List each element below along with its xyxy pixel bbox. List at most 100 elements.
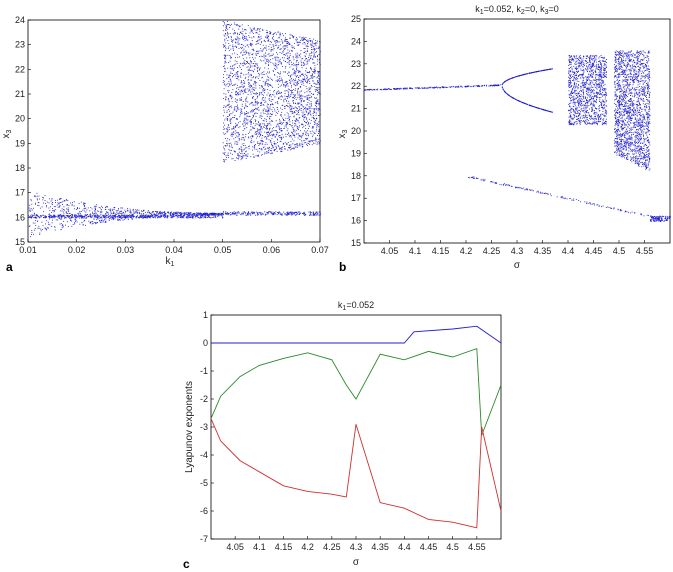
b-point bbox=[464, 86, 466, 88]
a-point bbox=[29, 225, 31, 227]
a-point bbox=[290, 135, 292, 137]
a-point bbox=[310, 51, 312, 53]
a-point bbox=[286, 42, 288, 44]
a-point bbox=[155, 214, 157, 216]
a-point bbox=[288, 63, 290, 65]
a-point bbox=[55, 216, 57, 218]
a-point bbox=[257, 96, 259, 98]
a-point bbox=[118, 214, 120, 216]
a-point bbox=[180, 213, 181, 215]
a-point bbox=[306, 82, 308, 84]
a-point bbox=[58, 214, 60, 216]
a-point bbox=[50, 216, 52, 218]
a-point bbox=[300, 94, 302, 96]
a-point bbox=[49, 216, 51, 218]
a-point bbox=[227, 124, 229, 126]
a-point bbox=[307, 101, 309, 103]
a-point bbox=[289, 108, 291, 110]
a-point bbox=[214, 216, 216, 218]
a-point bbox=[58, 203, 60, 205]
b-point bbox=[497, 85, 499, 86]
a-point bbox=[235, 212, 237, 214]
a-point bbox=[254, 93, 256, 95]
a-point bbox=[280, 48, 282, 50]
a-point bbox=[272, 128, 274, 130]
a-point bbox=[283, 84, 284, 85]
a-point bbox=[108, 214, 110, 216]
a-point bbox=[40, 228, 42, 230]
a-point bbox=[295, 96, 297, 98]
a-point bbox=[93, 206, 95, 208]
a-point bbox=[313, 112, 315, 114]
a-point bbox=[114, 207, 116, 208]
a-point bbox=[232, 132, 234, 134]
a-point bbox=[150, 215, 152, 217]
a-point bbox=[233, 84, 235, 85]
a-point bbox=[249, 85, 251, 87]
a-point bbox=[292, 128, 294, 130]
a-point bbox=[227, 143, 229, 145]
a-point bbox=[65, 208, 67, 210]
b-point bbox=[379, 89, 381, 91]
a-point bbox=[75, 214, 77, 216]
a-point bbox=[231, 91, 233, 93]
a-point bbox=[177, 215, 179, 217]
a-point bbox=[248, 68, 250, 70]
a-point bbox=[310, 140, 312, 142]
a-point bbox=[246, 52, 248, 54]
a-point bbox=[261, 212, 263, 214]
a-point bbox=[199, 212, 201, 214]
a-point bbox=[96, 213, 98, 215]
a-point bbox=[31, 203, 33, 205]
a-point bbox=[48, 207, 50, 209]
a-point bbox=[265, 63, 267, 65]
a-point bbox=[177, 212, 179, 214]
b-point bbox=[419, 87, 420, 89]
a-point bbox=[285, 117, 287, 119]
a-point bbox=[223, 80, 225, 81]
a-point bbox=[263, 39, 265, 41]
a-point bbox=[74, 214, 76, 215]
a-point bbox=[273, 70, 274, 72]
a-point bbox=[282, 104, 284, 106]
a-point bbox=[106, 215, 108, 216]
a-point bbox=[178, 212, 180, 214]
a-point bbox=[225, 46, 227, 48]
a-point bbox=[293, 103, 295, 105]
a-point bbox=[291, 138, 293, 140]
a-point bbox=[274, 45, 276, 46]
a-point bbox=[243, 212, 244, 214]
a-point bbox=[73, 216, 75, 218]
a-point bbox=[238, 75, 240, 77]
a-point bbox=[229, 27, 231, 28]
a-point bbox=[223, 213, 224, 215]
a-point bbox=[305, 110, 307, 112]
a-point bbox=[305, 124, 307, 126]
a-point bbox=[288, 56, 290, 58]
a-point bbox=[221, 214, 223, 216]
a-point bbox=[271, 150, 272, 152]
a-point bbox=[81, 217, 83, 219]
a-point bbox=[110, 217, 112, 219]
a-point bbox=[91, 223, 93, 225]
b-point bbox=[387, 88, 389, 90]
a-point bbox=[305, 132, 307, 134]
a-point bbox=[302, 39, 304, 41]
a-point bbox=[240, 63, 242, 65]
a-point bbox=[318, 135, 320, 137]
a-point bbox=[304, 78, 306, 80]
a-point bbox=[202, 217, 204, 219]
a-point bbox=[303, 38, 304, 40]
a-point bbox=[258, 42, 260, 44]
a-point bbox=[274, 213, 276, 215]
a-point bbox=[62, 200, 64, 202]
a-point bbox=[65, 216, 67, 218]
a-point bbox=[98, 207, 100, 208]
a-point bbox=[184, 212, 186, 213]
a-point bbox=[237, 143, 239, 145]
a-point bbox=[256, 50, 258, 52]
a-point bbox=[292, 62, 294, 64]
a-point bbox=[111, 217, 113, 219]
a-point bbox=[288, 59, 290, 61]
a-point bbox=[78, 213, 79, 215]
